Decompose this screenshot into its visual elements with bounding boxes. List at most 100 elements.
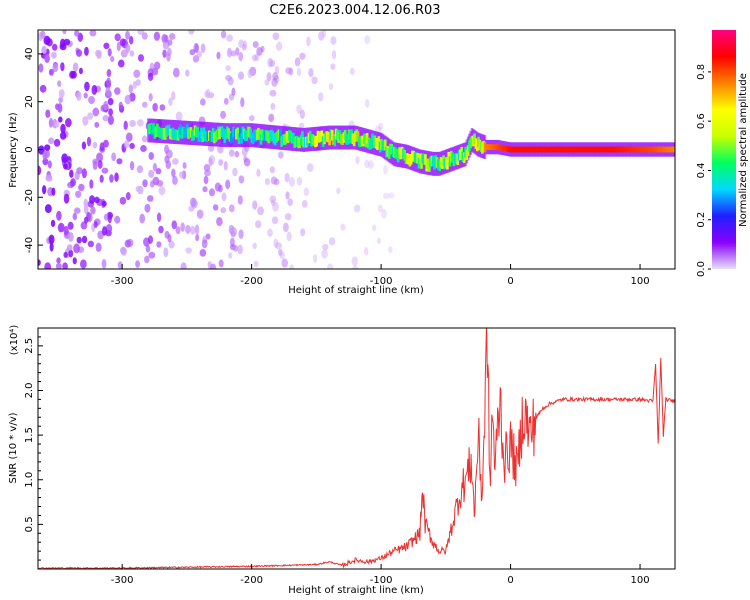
colorbar-tick-label: 0.4 [696,162,707,178]
spectrogram-noise-cell [103,100,109,111]
spectrogram-noise-cell [53,138,61,147]
spectrogram-noise-cell [148,169,155,178]
spectrogram-noise-cell [103,42,110,50]
spectrogram-x-tick-label: -100 [370,276,393,287]
spectrogram-noise-cell [96,152,104,163]
spectrogram-noise-cell [141,32,148,40]
spectrogram-noise-cell [271,216,279,225]
spectrogram-noise-cell [90,206,96,215]
spectrogram-noise-cell [311,76,318,85]
spectrogram-noise-cell [328,82,334,91]
spectrogram-noise-cell [92,141,98,149]
spectrogram-noise-cell [180,262,187,269]
spectrogram-noise-cell [308,68,314,78]
snr-y-multiplier: (x10⁴) [9,325,20,356]
spectrogram-noise-cell [252,41,259,48]
spectrogram-noise-cell [142,179,148,188]
spectrogram-noise-cell [270,102,276,111]
spectrogram-ridge-cell [383,139,387,151]
spectrogram-noise-cell [61,153,69,164]
spectrogram-noise-cell [125,192,131,201]
spectrogram-noise-cell [202,186,208,193]
spectrogram-ridge-cell [301,131,304,142]
spectrogram-noise-cell [145,245,151,253]
spectrogram-noise-cell [252,54,257,62]
spectrogram-noise-cell [388,192,395,199]
spectrogram-noise-cell [66,244,73,251]
spectrogram-noise-cell [364,159,370,169]
snr-y-axis-label: SNR (10 * v/v) [8,412,19,483]
spectrogram-noise-cell [205,88,211,99]
spectrogram-noise-cell [44,204,52,214]
spectrogram-noise-cell [255,220,262,229]
spectrogram-noise-cell [167,39,173,46]
spectrogram-noise-cell [45,174,53,182]
spectrogram-noise-cell [153,61,161,70]
spectrogram-noise-cell [60,62,65,72]
spectrogram-noise-cell [92,107,100,117]
spectrogram-noise-cell [123,140,130,149]
spectrogram-noise-cell [313,253,318,264]
spectrogram-noise-cell [63,193,70,204]
spectrogram-noise-cell [185,247,192,254]
spectrogram-noise-cell [383,164,388,175]
spectrogram-noise-cell [227,47,232,58]
spectrogram-noise-cell [83,204,89,215]
spectrogram-x-ticks: -300 -200 -100 0 100 [111,264,650,287]
spectrogram-noise-cell [101,258,107,269]
spectrogram-noise-cell [139,213,146,224]
spectrogram-noise-cell [188,30,195,35]
spectrogram-noise-cell [340,223,346,231]
spectrogram-noise-cell [107,97,114,106]
spectrogram-noise-cell [63,163,68,170]
spectrogram-noise-cell [237,195,243,205]
spectrogram-noise-cell [296,104,302,114]
spectrogram-ridge-cell [333,135,337,147]
spectrogram-noise-cell [48,68,54,76]
spectrogram-noise-cell [44,54,50,63]
spectrogram-noise-cell [168,97,173,107]
spectrogram-noise-cell [218,259,224,268]
spectrogram-noise-cell [62,262,68,269]
snr-x-ticks: -300 -200 -100 0 100 [111,564,650,586]
spectrogram-noise-cell [80,259,87,269]
spectrogram-noise-cell [318,31,325,41]
spectrogram-noise-cell [148,93,153,102]
spectrogram-noise-cell [163,247,169,258]
spectrogram-noise-cell [317,92,324,102]
spectrogram-x-tick-label: 100 [630,276,649,287]
spectrogram-noise-cell [68,232,74,242]
spectrogram-x-axis-label: Height of straight line (km) [288,285,424,296]
figure-title: C2E6.2023.004.12.06.R03 [269,3,440,18]
spectrogram-noise-cell [228,204,235,213]
spectrogram-noise-cell [168,240,175,249]
spectrogram-noise-cell [321,249,328,259]
spectrogram-noise-cell [301,199,308,208]
spectrogram-noise-cell [78,183,85,192]
spectrogram-x-tick-label: 0 [507,276,513,287]
spectrogram-noise-cell [232,167,238,177]
spectrogram-noise-cell [152,102,158,112]
spectrogram-noise-cell [65,118,72,128]
spectrogram-noise-cell [212,204,219,211]
spectrogram-noise-cell [220,110,226,119]
spectrogram-noise-cell [331,50,337,60]
spectrogram-noise-cell [284,213,292,221]
spectrogram-noise-cell [124,94,132,105]
spectrogram-noise-cell [89,30,97,37]
spectrogram-noise-cell [109,174,114,183]
spectrogram-noise-cell [252,200,258,210]
spectrogram-noise-cell [119,196,127,205]
spectrogram-ridge-cell [446,158,449,170]
spectrogram-noise-cell [158,186,166,196]
spectrogram-noise-cell [59,43,67,51]
spectrogram-noise-cell [75,49,83,57]
spectrogram-noise-cell [119,38,126,47]
spectrogram-noise-cell [89,195,95,204]
spectrogram-noise-cell [171,220,178,230]
spectrogram-noise-cell [152,176,160,186]
snr-x-tick-label: 100 [630,575,649,586]
spectrogram-noise-cell [365,99,370,108]
spectrogram-noise-cell [159,104,166,111]
spectrogram-noise-cell [106,90,112,98]
